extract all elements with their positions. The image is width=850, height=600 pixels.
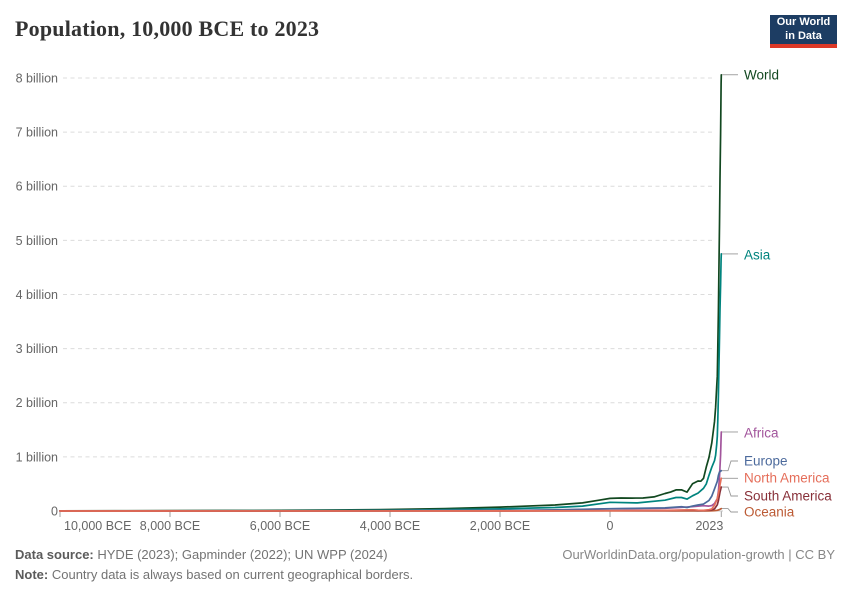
series-label-europe[interactable]: Europe	[744, 454, 788, 469]
x-axis-label: 0	[607, 519, 614, 533]
data-source-line: Data source: HYDE (2023); Gapminder (202…	[15, 545, 835, 565]
x-axis-label: 2,000 BCE	[470, 519, 530, 533]
note-label: Note:	[15, 567, 49, 582]
series-line-south-america[interactable]	[59, 486, 723, 512]
y-axis-label: 2 billion	[16, 396, 58, 410]
series-line-europe[interactable]	[59, 469, 723, 512]
note-text: Country data is always based on current …	[51, 567, 414, 582]
y-axis-label: 8 billion	[16, 71, 58, 85]
note-line: Note: Country data is always based on cu…	[15, 565, 835, 585]
owid-logo[interactable]: Our World in Data	[770, 15, 837, 48]
chart-footer: Data source: HYDE (2023); Gapminder (202…	[15, 545, 835, 585]
series-line-north-america[interactable]	[59, 477, 723, 512]
series-line-asia[interactable]	[59, 253, 723, 512]
x-axis-label: 8,000 BCE	[140, 519, 200, 533]
y-axis-label: 6 billion	[16, 180, 58, 194]
series-connector-oceania	[722, 508, 738, 513]
x-axis-label: 10,000 BCE	[64, 519, 131, 533]
series-label-africa[interactable]: Africa	[744, 426, 779, 441]
y-axis-label: 4 billion	[16, 288, 58, 302]
series-line-africa[interactable]	[59, 431, 723, 512]
y-axis-label: 0	[51, 504, 58, 518]
series-connector-south-america	[722, 486, 738, 497]
y-axis-label: 3 billion	[16, 342, 58, 356]
x-axis-label: 6,000 BCE	[250, 519, 310, 533]
series-label-north-america[interactable]: North America	[744, 471, 830, 486]
series-label-south-america[interactable]: South America	[744, 489, 832, 504]
x-axis-label: 4,000 BCE	[360, 519, 420, 533]
y-axis-label: 7 billion	[16, 126, 58, 140]
page-title: Population, 10,000 BCE to 2023	[15, 16, 320, 41]
y-axis-label: 1 billion	[16, 450, 58, 464]
series-label-asia[interactable]: Asia	[744, 248, 771, 263]
series-connector-europe	[722, 460, 738, 472]
series-label-world[interactable]: World	[744, 68, 779, 83]
logo-line2: in Data	[785, 29, 822, 42]
y-axis-label: 5 billion	[16, 234, 58, 248]
data-source-text: HYDE (2023); Gapminder (2022); UN WPP (2…	[97, 547, 388, 562]
series-label-oceania[interactable]: Oceania	[744, 505, 795, 520]
data-source-label: Data source:	[15, 547, 94, 562]
x-axis-label: 2023	[695, 519, 723, 533]
logo-line1: Our World	[776, 15, 831, 28]
series-line-world[interactable]	[59, 73, 723, 512]
credit-link[interactable]: OurWorldinData.org/population-growth | C…	[562, 547, 835, 562]
